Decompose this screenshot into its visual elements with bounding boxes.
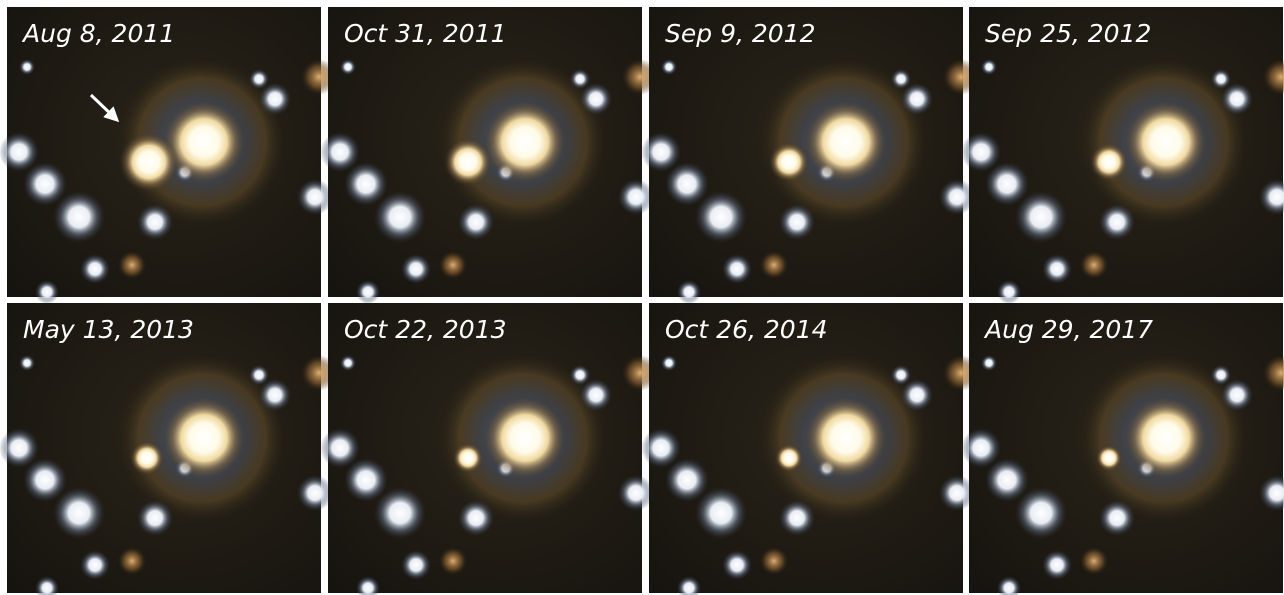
date-label: Sep 9, 2012 [665, 19, 816, 48]
image-panel: Sep 9, 2012 [641, 7, 979, 304]
date-label: Oct 22, 2013 [344, 315, 507, 344]
image-panel: May 13, 2013 [0, 303, 337, 595]
date-label: May 13, 2013 [23, 315, 194, 344]
transient-source [453, 443, 483, 473]
date-label: Aug 8, 2011 [21, 19, 175, 48]
transient-source [769, 142, 809, 182]
pointer-arrow [89, 93, 120, 123]
image-panel: Sep 25, 2012 [961, 7, 1284, 304]
transient-source [130, 441, 164, 475]
image-panel: Aug 29, 2017 [961, 303, 1284, 595]
date-label: Sep 25, 2012 [985, 19, 1151, 48]
star-field [641, 303, 979, 595]
transient-source [775, 444, 803, 472]
date-label: Oct 26, 2014 [665, 315, 828, 344]
transient-source [1090, 143, 1128, 181]
star-field [0, 303, 337, 595]
transient-source [119, 132, 179, 192]
star-field [641, 7, 979, 304]
star-field [961, 303, 1284, 595]
image-panel: Oct 22, 2013 [320, 303, 658, 595]
date-label: Oct 31, 2011 [344, 19, 507, 48]
image-panel: Oct 26, 2014 [641, 303, 979, 595]
transient-source [444, 138, 492, 186]
star-field [320, 303, 658, 595]
date-label: Aug 29, 2017 [983, 315, 1153, 344]
transient-source [1096, 445, 1122, 471]
image-panel: Oct 31, 2011 [320, 7, 658, 304]
image-panel: Aug 8, 2011 [0, 7, 337, 304]
